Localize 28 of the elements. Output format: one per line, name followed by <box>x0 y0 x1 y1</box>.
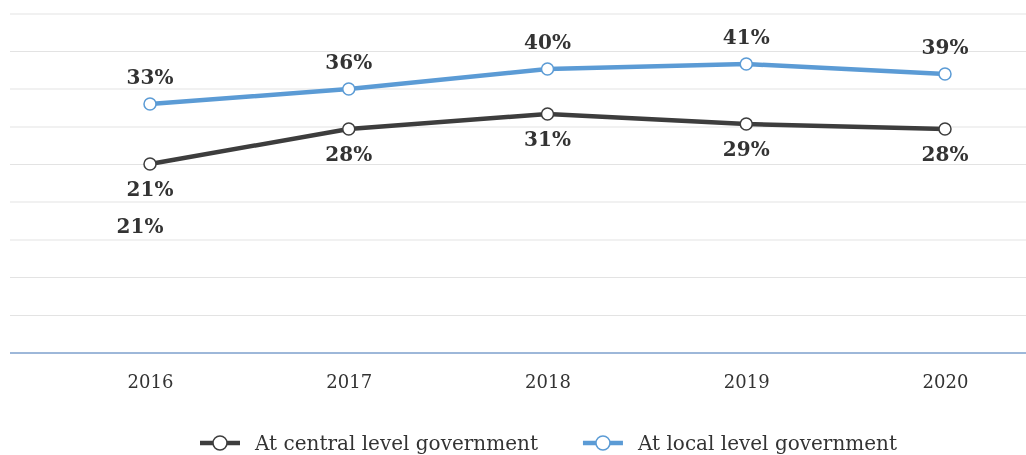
data-label: 28% <box>325 142 373 166</box>
data-label: 29% <box>722 137 770 161</box>
annotation: 21% <box>116 214 164 238</box>
data-label: 31% <box>524 127 571 151</box>
legend-label: At local level government <box>636 431 898 455</box>
data-label: 33% <box>126 65 174 89</box>
data-label: 28% <box>921 142 969 166</box>
x-tick-label: 2017 <box>326 370 373 392</box>
point <box>342 82 356 96</box>
x-tick-label: 2016 <box>127 370 174 392</box>
data-label: 41% <box>722 25 770 49</box>
legend-label: At central level government <box>254 431 538 455</box>
x-tick-label: 2019 <box>723 370 770 392</box>
point <box>540 62 555 76</box>
point <box>938 122 952 136</box>
point <box>143 97 157 111</box>
data-label: 36% <box>325 50 373 74</box>
x-tick-label: 2018 <box>525 370 571 392</box>
point <box>739 57 753 71</box>
point <box>540 107 555 121</box>
data-label: 39% <box>921 35 969 59</box>
point <box>143 157 157 171</box>
x-tick-label: 2020 <box>922 370 969 392</box>
point <box>938 67 952 81</box>
point <box>342 122 356 136</box>
point <box>739 117 753 131</box>
data-label: 40% <box>524 30 571 54</box>
data-label: 21% <box>126 177 174 201</box>
